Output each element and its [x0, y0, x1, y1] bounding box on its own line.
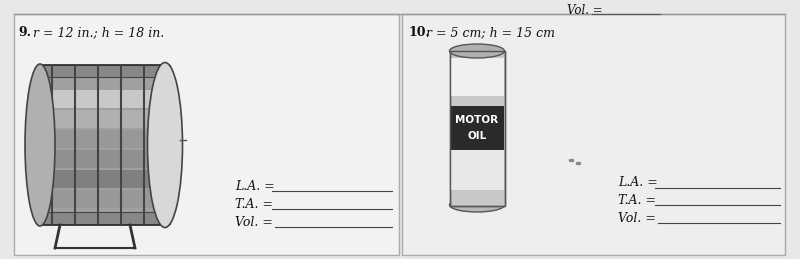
Ellipse shape: [450, 44, 505, 58]
Bar: [40, 170, 170, 188]
Bar: [402, 14, 785, 255]
Text: Vol. =: Vol. =: [235, 215, 273, 228]
Text: Vol. =: Vol. =: [567, 4, 602, 17]
Bar: [40, 65, 170, 77]
Ellipse shape: [25, 64, 55, 226]
Bar: [40, 130, 170, 148]
Bar: [40, 150, 170, 168]
Text: Vol. =: Vol. =: [618, 212, 656, 225]
Text: r = 12 in.; h = 18 in.: r = 12 in.; h = 18 in.: [29, 26, 164, 39]
Text: 9.: 9.: [18, 26, 31, 39]
Bar: [40, 190, 170, 208]
Bar: [14, 14, 399, 255]
Bar: [40, 212, 170, 224]
Text: r = 5 cm; h = 15 cm: r = 5 cm; h = 15 cm: [422, 26, 555, 39]
Ellipse shape: [147, 62, 182, 227]
Ellipse shape: [450, 198, 505, 212]
Bar: [451, 106, 504, 150]
Bar: [450, 51, 505, 206]
Text: 10.: 10.: [408, 26, 430, 39]
Bar: [40, 65, 170, 225]
Bar: [40, 90, 170, 108]
Text: MOTOR: MOTOR: [455, 115, 498, 125]
Bar: [451, 58, 504, 96]
Text: L.A. =: L.A. =: [235, 179, 274, 192]
Bar: [451, 150, 504, 190]
Text: T.A. =: T.A. =: [618, 193, 656, 206]
Bar: [450, 51, 505, 206]
Bar: [40, 110, 170, 128]
Text: T.A. =: T.A. =: [235, 198, 273, 211]
Text: L.A. =: L.A. =: [618, 176, 658, 190]
Text: OIL: OIL: [467, 131, 486, 141]
